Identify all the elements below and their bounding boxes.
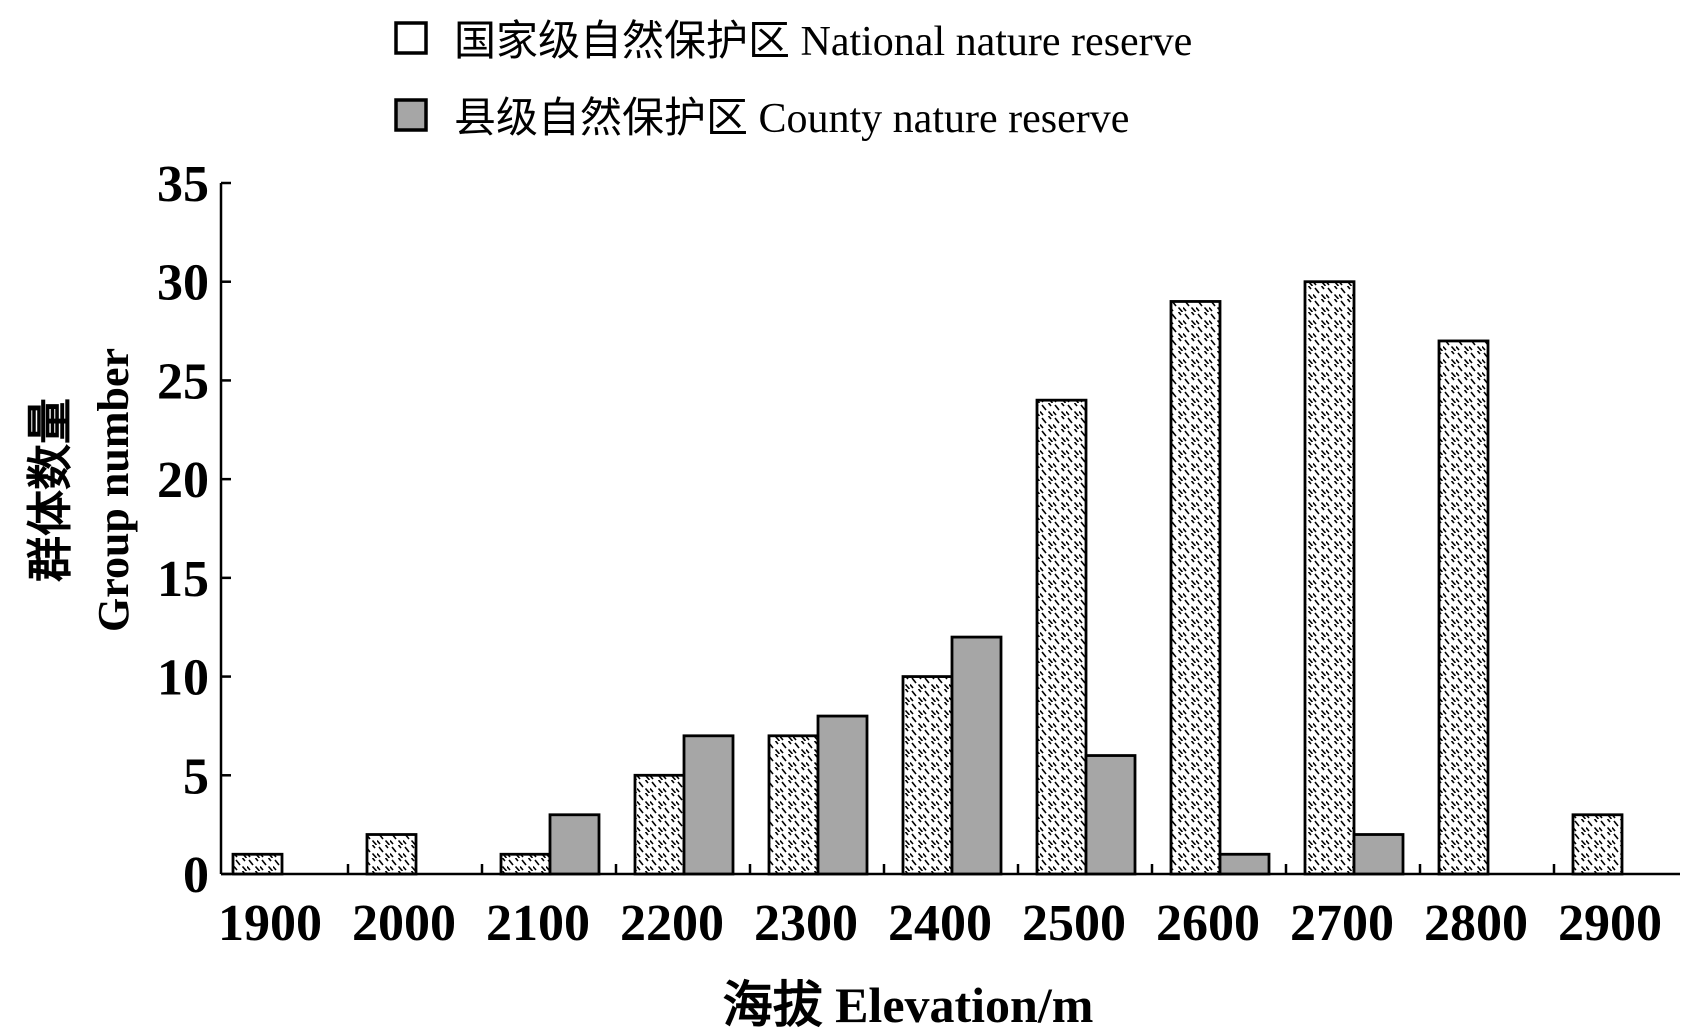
x-tick-label-6: 2500 (1022, 895, 1126, 952)
x-tick-label-4: 2300 (754, 895, 858, 952)
bar-county-2600 (1218, 852, 1271, 876)
y-tick-label-3: 15 (157, 551, 209, 608)
x-tick-label-9: 2800 (1424, 895, 1528, 952)
legend-label-national: 国家级自然保护区 National nature reserve (454, 18, 1192, 65)
legend-entry-national: 国家级自然保护区 National nature reserve (394, 18, 1192, 65)
y-tick-label-1: 5 (183, 748, 209, 805)
legend-label-county: 县级自然保护区 County nature reserve (454, 95, 1129, 142)
y-tick-label-2: 10 (157, 650, 209, 707)
y-tick-label-0: 0 (183, 847, 209, 904)
bar-county-2700 (1352, 833, 1405, 876)
bar-county-2500 (1084, 754, 1137, 876)
x-tick-label-3: 2200 (620, 895, 724, 952)
legend: 国家级自然保护区 National nature reserve 县级自然保护区… (394, 18, 1192, 142)
bar-national-2800 (1437, 339, 1490, 876)
y-tick-label-7: 35 (157, 156, 209, 213)
bar-national-2700 (1303, 280, 1356, 876)
y-tick-label-6: 30 (157, 255, 209, 312)
x-tick-label-0: 1900 (218, 895, 322, 952)
x-tick-label-5: 2400 (888, 895, 992, 952)
bar-county-2400 (950, 635, 1003, 876)
legend-entry-county: 县级自然保护区 County nature reserve (394, 95, 1129, 142)
x-axis-title: 海拔 Elevation/m (723, 977, 1094, 1032)
x-tick-label-8: 2700 (1290, 895, 1394, 952)
bar-national-2900 (1571, 813, 1624, 876)
y-tick-label-5: 25 (157, 353, 209, 410)
x-tick-label-1: 2000 (352, 895, 456, 952)
bar-national-2600 (1169, 300, 1222, 876)
y-tick-label-4: 20 (157, 452, 209, 509)
y-axis-title: 群体数量 Group number (25, 348, 138, 632)
legend-swatch-national (394, 21, 428, 55)
x-tick-label-10: 2900 (1558, 895, 1662, 952)
y-axis-title-cn: 群体数量 (25, 398, 76, 582)
bar-national-2400 (901, 675, 954, 876)
bar-county-2300 (816, 714, 869, 876)
x-tick-label-2: 2100 (486, 895, 590, 952)
plot-area: 0 5 10 15 20 25 30 35 1900 2000 2100 2200 2300 2400 25… (157, 156, 1680, 952)
bar-county-2200 (682, 734, 735, 876)
bar-national-2500 (1035, 398, 1088, 876)
bar-national-2200 (633, 773, 686, 876)
bar-county-2100 (548, 813, 601, 876)
y-axis-title-en: Group number (89, 348, 138, 632)
bar-national-1900 (231, 852, 284, 876)
legend-swatch-county (394, 98, 428, 132)
bar-national-2000 (365, 833, 418, 876)
bar-national-2100 (499, 852, 552, 876)
bar-national-2300 (767, 734, 820, 876)
x-tick-label-7: 2600 (1156, 895, 1260, 952)
